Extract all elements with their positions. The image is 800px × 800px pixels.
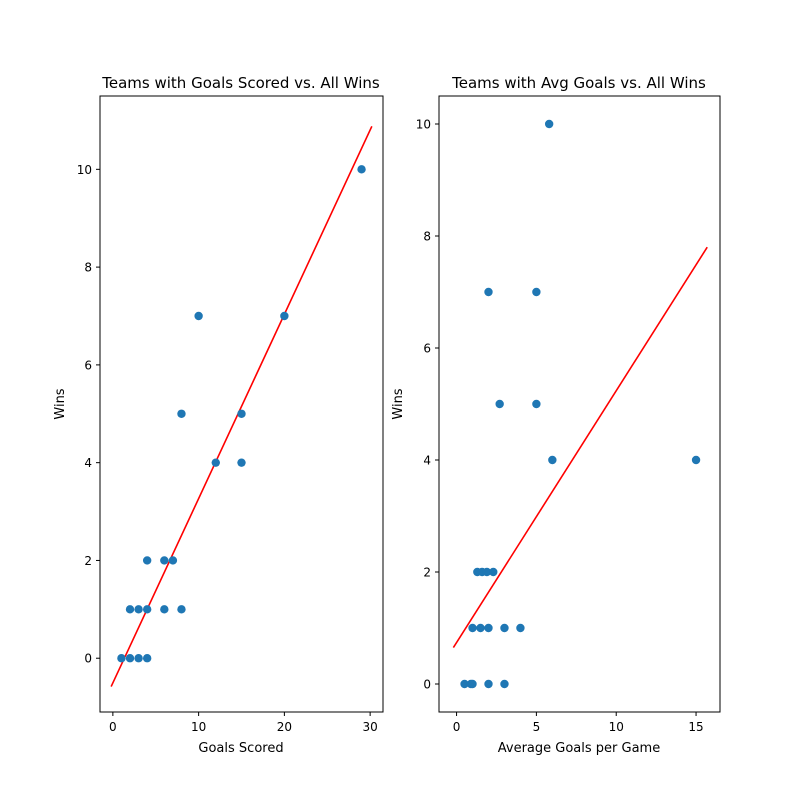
- data-point: [495, 399, 504, 409]
- data-point: [357, 165, 366, 174]
- x-tick-label: 5: [533, 720, 541, 734]
- x-axis-ticks: 0 5 10 15: [453, 712, 704, 734]
- data-point: [532, 287, 541, 297]
- x-axis-ticks: 0 10 20 30: [109, 712, 378, 734]
- y-tick-label: 8: [84, 261, 92, 275]
- y-axis-ticks: 0 2 4 6 8 10: [416, 118, 439, 692]
- x-tick-label: 0: [109, 720, 117, 734]
- data-point: [237, 409, 246, 418]
- data-point: [177, 409, 186, 418]
- chart-avg-goals-vs-wins: Teams with Avg Goals vs. All Wins 0 5 10 15…: [391, 74, 721, 756]
- trend-line: [110, 125, 373, 687]
- data-point: [237, 458, 246, 467]
- y-tick-label: 8: [423, 230, 431, 244]
- y-tick-label: 10: [77, 163, 92, 177]
- data-point: [194, 311, 203, 321]
- y-axis-label: Wins: [391, 388, 406, 419]
- data-point: [211, 458, 220, 467]
- y-tick-label: 0: [423, 678, 431, 692]
- data-point: [484, 679, 493, 689]
- x-tick-label: 0: [453, 720, 461, 734]
- data-point: [532, 399, 541, 409]
- x-tick-label: 30: [362, 720, 377, 734]
- data-point: [168, 556, 178, 565]
- data-point: [117, 654, 126, 663]
- data-point: [548, 455, 557, 465]
- data-point: [476, 623, 485, 633]
- data-point: [544, 119, 554, 129]
- x-tick-label: 15: [688, 720, 703, 734]
- data-point: [482, 567, 492, 577]
- x-axis-label: Goals Scored: [198, 741, 283, 756]
- data-point: [177, 605, 186, 614]
- data-point: [125, 654, 135, 663]
- data-point: [468, 623, 477, 633]
- chart-goals-scored-vs-wins: Teams with Goals Scored vs. All Wins 0 10…: [53, 74, 384, 756]
- y-tick-label: 0: [84, 652, 92, 666]
- trend-line-layer: [452, 246, 708, 649]
- y-tick-label: 6: [423, 342, 431, 356]
- y-tick-label: 10: [416, 118, 431, 132]
- trend-line: [452, 246, 708, 649]
- data-point: [500, 623, 509, 633]
- data-point: [134, 654, 143, 663]
- plot-frame: [99, 95, 384, 713]
- data-point: [160, 605, 169, 614]
- data-point: [516, 623, 525, 633]
- x-tick-label: 10: [609, 720, 624, 734]
- plot-frame: [438, 95, 721, 713]
- x-tick-label: 10: [191, 720, 206, 734]
- data-point: [160, 556, 169, 565]
- trend-line-layer: [110, 125, 373, 687]
- x-axis-label: Average Goals per Game: [498, 741, 660, 756]
- data-point: [500, 679, 509, 689]
- data-point: [691, 455, 701, 465]
- y-tick-label: 6: [84, 358, 92, 372]
- data-point: [134, 605, 143, 614]
- data-point: [142, 605, 152, 614]
- chart-title: Teams with Avg Goals vs. All Wins: [451, 74, 706, 92]
- points-layer: [460, 119, 701, 689]
- y-tick-label: 2: [423, 566, 431, 580]
- data-point: [484, 287, 493, 297]
- x-tick-label: 20: [277, 720, 292, 734]
- y-tick-label: 4: [423, 454, 431, 468]
- y-tick-label: 2: [84, 554, 92, 568]
- data-point: [468, 679, 477, 689]
- y-axis-ticks: 0 2 4 6 8 10: [77, 163, 100, 666]
- points-layer: [117, 165, 366, 663]
- y-tick-label: 4: [84, 456, 92, 470]
- chart-title: Teams with Goals Scored vs. All Wins: [101, 74, 380, 92]
- data-point: [280, 311, 289, 321]
- data-point: [489, 567, 498, 577]
- data-point: [125, 605, 135, 614]
- data-point: [142, 654, 152, 663]
- data-point: [484, 623, 493, 633]
- data-point: [142, 556, 152, 565]
- y-axis-label: Wins: [53, 388, 68, 419]
- data-point: [460, 679, 469, 689]
